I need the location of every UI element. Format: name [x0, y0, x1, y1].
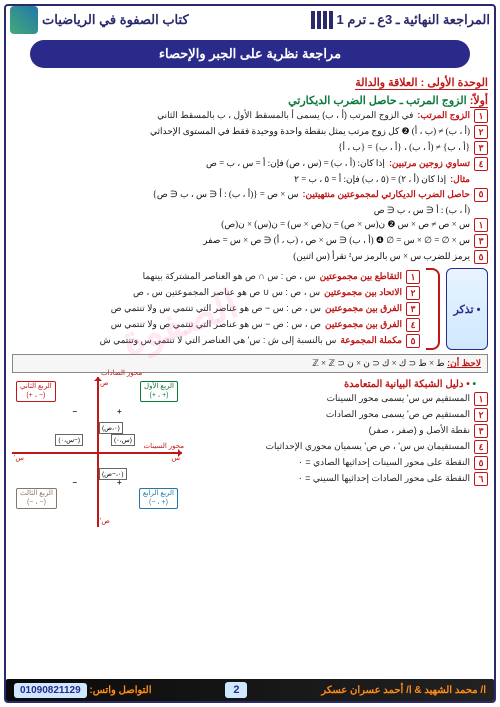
section-title-2: • • دليل الشبكة البيانية المتعامدة [202, 379, 476, 390]
remember-block: • تذكر ١التقاطع بين مجموعتينس ، ص : س ∩ … [12, 268, 488, 350]
content-block-1: ١الزوج المرتب:في الزوج المرتب (أ ، ب) يس… [0, 109, 500, 264]
bullet-num: ١ [474, 109, 488, 123]
section-title-1: أولاً: الزوج المرتب ـ حاصل الضرب الديكار… [12, 94, 488, 107]
header-stripes [311, 11, 333, 29]
unit-title: الوحدة الأولى : العلاقة والدالة [355, 76, 488, 90]
review-banner: مراجعة نظرية على الجبر والإحصاء [30, 40, 470, 68]
page-number: 2 [225, 682, 247, 698]
book-logo-icon [10, 6, 38, 34]
page-footer: ا/ محمد الشهيد & ا/ أحمد عسران عسكر 2 ال… [6, 679, 494, 701]
phone-number: 01090821129 [14, 683, 87, 698]
page-header: المراجعة النهائية ـ 3ع ـ ترم 1 كتاب الصف… [0, 0, 500, 36]
bracket-icon [426, 268, 440, 350]
header-right-title: المراجعة النهائية ـ 3ع ـ ترم 1 [337, 12, 490, 28]
footer-authors: ا/ محمد الشهيد & ا/ أحمد عسران عسكر [321, 685, 486, 696]
header-left-title: كتاب الصفوة في الرياضيات [42, 12, 189, 28]
note-bar: لاحظ أن: ط × ط ⊂ ك × ك ⊂ ن × ن ⊂ ℤ × ℤ [12, 354, 488, 373]
contact-label: التواصل واتس: [89, 685, 151, 696]
coordinate-diagram: محور الصادات محور السينات الربع الأول(+ … [12, 377, 182, 527]
remember-tab: • تذكر [446, 268, 488, 350]
